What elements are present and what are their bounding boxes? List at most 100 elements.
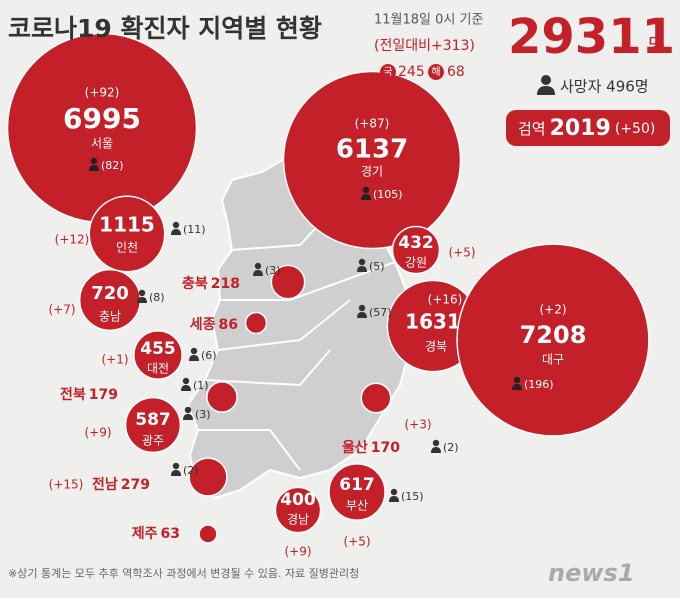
person-icon (189, 355, 199, 361)
region-count: 6137 (336, 135, 408, 165)
region-circle (282, 70, 462, 250)
region-name: 대전 (147, 362, 169, 376)
region-deaths: (1) (193, 379, 209, 392)
person-icon (89, 165, 99, 171)
region-count: 455 (140, 339, 176, 359)
region-label: 울산 170 (342, 439, 400, 456)
region-count: 1115 (99, 213, 155, 237)
region-deaths: (82) (101, 159, 124, 172)
region-label: 세종 86 (190, 317, 238, 333)
person-icon (172, 462, 180, 470)
person-icon (190, 347, 198, 355)
region-name: 충북 (182, 276, 208, 292)
region-change: (+1) (101, 353, 128, 367)
region-label: 충북 218 (182, 276, 240, 292)
person-icon (357, 266, 367, 272)
region-deaths: (196) (524, 378, 554, 391)
region-change: (+87) (355, 117, 390, 131)
person-icon (172, 221, 180, 229)
date: 11월18일 0시 기준 (374, 13, 483, 28)
region-circle (274, 486, 322, 534)
quarantine-box (506, 110, 670, 146)
region-deaths: (2) (183, 464, 199, 477)
region-count: 170 (371, 440, 400, 456)
deaths: 사망자 496명 (560, 78, 649, 96)
person-icon (357, 312, 367, 318)
domestic-label: 국 (383, 66, 392, 78)
region-count: 400 (280, 490, 316, 510)
person-icon (432, 439, 440, 447)
region-deaths: (3) (265, 264, 281, 277)
badge (428, 64, 444, 80)
daily-change: (전일대비+313) (374, 38, 475, 54)
person-icon (361, 194, 371, 200)
region-deaths: (2) (443, 441, 459, 454)
region-circle (206, 381, 238, 413)
map-borders (198, 195, 396, 471)
person-icon (513, 376, 521, 384)
region-circle (360, 382, 392, 414)
region-deaths: (105) (373, 188, 403, 201)
person-icon (358, 258, 366, 266)
person-icon (171, 470, 181, 476)
region-name: 전북 (60, 386, 86, 403)
person-icon (358, 304, 366, 312)
region-count: 86 (219, 317, 238, 333)
region-count: 617 (339, 475, 375, 495)
region-label: 전남 279 (92, 476, 150, 493)
overseas-label: 해 (431, 65, 440, 78)
region-change: (+9) (84, 426, 111, 440)
person-icon (512, 384, 522, 390)
total: 29311 (508, 9, 675, 65)
region-deaths: (15) (401, 490, 424, 503)
region-name: 인천 (116, 240, 138, 255)
region-count: 587 (135, 410, 171, 430)
region-name: 부산 (346, 499, 368, 513)
region-count: 179 (89, 387, 118, 403)
region-count: 218 (211, 276, 240, 292)
person-icon (537, 75, 555, 95)
region-count: 63 (161, 526, 180, 542)
person-icon (138, 289, 146, 297)
region-change: (+2) (539, 303, 566, 317)
region-name: 광주 (142, 434, 164, 448)
region-count: 6995 (63, 102, 141, 135)
person-icon (137, 297, 147, 303)
region-circle (88, 195, 166, 273)
region-change: (+16) (428, 293, 463, 307)
quarantine: 검역 2019 (+50) (518, 116, 655, 141)
person-icon (389, 496, 399, 502)
region-count: 720 (91, 283, 129, 304)
region-label: 제주 63 (132, 526, 180, 542)
badge (380, 64, 396, 80)
logo: news1 (548, 559, 635, 587)
region-name: 대구 (542, 353, 564, 367)
region-deaths: (5) (369, 260, 385, 273)
region-circle (244, 311, 268, 335)
region-name: 제주 (132, 526, 158, 542)
region-count: 1631 (405, 310, 461, 334)
region-change: (+5) (448, 246, 475, 260)
region-change: (+92) (85, 86, 120, 100)
person-icon (90, 157, 98, 165)
region-deaths: (3) (195, 408, 211, 421)
region-name: 경기 (361, 165, 383, 179)
region-name: 세종 (190, 317, 216, 333)
region-circle (124, 396, 182, 454)
person-icon (431, 447, 441, 453)
region-deaths: (8) (149, 291, 165, 304)
domestic: 245 (398, 64, 425, 80)
total-unit: 명 (648, 35, 665, 56)
person-icon (181, 385, 191, 391)
person-icon (182, 377, 190, 385)
footnote: ※상기 통계는 모두 추후 역학조사 과정에서 변경될 수 있음. 자료 질병관… (8, 566, 359, 580)
region-deaths: (57) (369, 306, 392, 319)
region-change: (+12) (55, 233, 90, 247)
region-name: 경남 (287, 513, 309, 527)
person-icon (184, 406, 192, 414)
region-change: (+5) (343, 535, 370, 549)
title: 코로나19 확진자 지역별 현황 (8, 14, 322, 43)
region-circle (188, 457, 228, 497)
region-count: 279 (121, 477, 150, 493)
region-circle (270, 264, 306, 300)
